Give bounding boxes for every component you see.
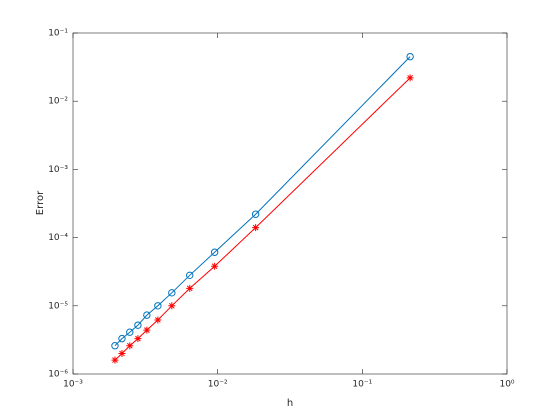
x-tick-label: 10⁰	[499, 380, 514, 390]
y-tick-label: 10⁻²	[48, 97, 68, 107]
x-axis-label: h	[287, 398, 293, 409]
marker	[186, 271, 194, 280]
y-tick-label: 10⁻⁵	[48, 301, 68, 311]
marker	[118, 349, 126, 357]
marker	[406, 74, 414, 82]
marker	[134, 335, 142, 343]
marker	[154, 316, 162, 324]
marker	[143, 326, 151, 334]
marker	[406, 52, 414, 61]
marker	[168, 289, 176, 297]
y-tick-label: 10⁻¹	[48, 29, 68, 39]
x-tick-label: 10⁻¹	[352, 380, 372, 390]
marker	[134, 321, 142, 329]
marker	[186, 284, 194, 292]
marker	[111, 341, 119, 350]
x-tick-label: 10⁻²	[208, 380, 228, 390]
y-axis-label: Error	[35, 190, 46, 215]
marker	[210, 248, 219, 256]
marker	[118, 334, 126, 343]
x-tick-label: 10⁻³	[63, 380, 83, 390]
marker	[143, 311, 151, 319]
marker	[168, 302, 176, 310]
marker	[252, 224, 260, 232]
marker	[251, 210, 260, 218]
y-tick-label: 10⁻³	[48, 165, 68, 175]
y-tick-label: 10⁻⁴	[48, 233, 68, 243]
y-tick-label: 10⁻⁶	[48, 370, 68, 380]
marker	[154, 302, 162, 310]
plot-box	[72, 32, 508, 375]
marker	[211, 262, 219, 270]
marker	[111, 356, 119, 364]
marker	[126, 342, 134, 350]
marker	[126, 328, 134, 336]
